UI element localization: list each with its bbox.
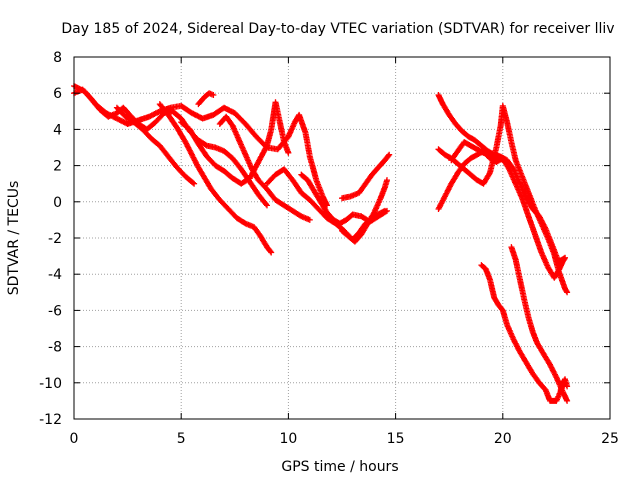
series-arc <box>195 90 217 108</box>
y-tick-label: 2 <box>53 159 62 175</box>
y-tick-label: 0 <box>53 195 62 211</box>
series-marker-track <box>113 104 198 187</box>
series-marker-track <box>339 151 393 202</box>
y-tick-label: 8 <box>53 50 62 66</box>
x-tick-label: 25 <box>601 431 619 447</box>
x-tick-label: 5 <box>177 431 186 447</box>
y-axis-label: SDTVAR / TECUs <box>6 181 22 296</box>
x-tick-label: 10 <box>279 431 297 447</box>
series-marker-track <box>178 99 292 187</box>
series-arc <box>557 376 571 393</box>
series-arc <box>216 113 313 223</box>
series-arc <box>339 177 390 245</box>
x-tick-label: 15 <box>387 431 405 447</box>
y-tick-label: -8 <box>48 340 62 356</box>
series-arc <box>478 262 568 404</box>
series-arc <box>448 139 506 164</box>
series-marker-track <box>448 139 506 164</box>
series-arc <box>298 171 390 227</box>
axis-ticks: 0 5 10 15 20 25 -12 -10 -8 -6 -4 -2 0 2 4 6 8 <box>39 50 619 447</box>
y-tick-label: -2 <box>48 231 62 247</box>
y-tick-label: 6 <box>53 86 62 102</box>
x-tick-label: 20 <box>494 431 512 447</box>
series-arc <box>156 101 275 256</box>
y-tick-label: -6 <box>48 303 62 319</box>
data-marks <box>71 83 571 404</box>
series-marker-track <box>156 101 275 256</box>
series-marker-track <box>435 148 568 281</box>
y-tick-label: 4 <box>53 122 62 138</box>
x-tick-label: 0 <box>70 431 79 447</box>
series-marker-track <box>435 102 571 296</box>
series-arc <box>435 148 568 281</box>
series-arc <box>113 104 198 187</box>
y-tick-label: -10 <box>39 376 62 392</box>
series-arc <box>435 102 571 296</box>
series-marker-track <box>557 376 571 393</box>
series-marker-track <box>298 171 390 227</box>
series-marker-track <box>478 262 568 404</box>
grid-lines <box>74 57 610 419</box>
chart-title: Day 185 of 2024, Sidereal Day-to-day VTE… <box>61 21 614 37</box>
series-marker-track <box>216 113 313 223</box>
series-marker-track <box>195 90 217 108</box>
series-arc <box>339 151 393 202</box>
x-axis-label: GPS time / hours <box>281 459 398 475</box>
y-tick-label: -4 <box>48 267 62 283</box>
y-tick-label: -12 <box>39 412 62 428</box>
series-marker-track <box>339 177 390 245</box>
series-arc <box>178 99 292 187</box>
